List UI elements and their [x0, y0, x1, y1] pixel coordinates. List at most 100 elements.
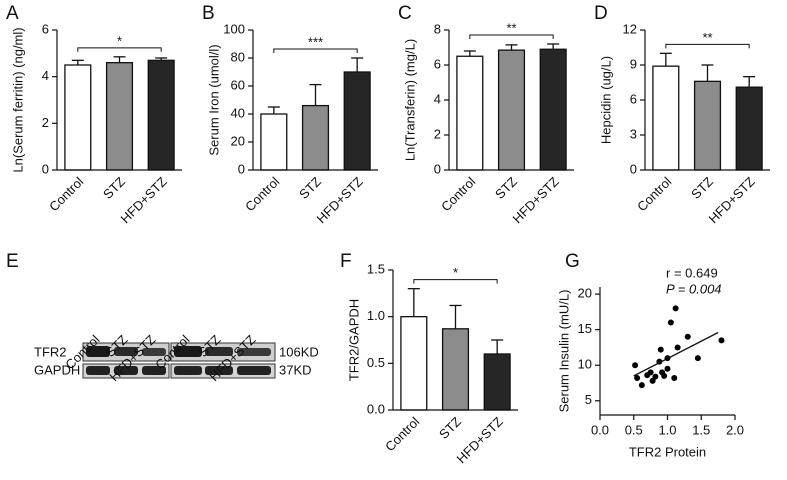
y-axis-label: Ln(Serum ferritin) (ng/ml): [10, 27, 25, 172]
y-tick-label: 0.5: [367, 355, 385, 370]
x-tick-label: STZ: [688, 174, 716, 202]
significance-bracket: [413, 279, 498, 284]
point: [667, 319, 674, 326]
significance-bracket: [77, 47, 162, 52]
y-tick-label: 10: [578, 357, 592, 372]
y-tick-label: 0: [238, 161, 245, 176]
blot-row-size: 37KD: [279, 362, 312, 377]
x-tick-label: Control: [382, 414, 422, 454]
y-tick-label: 4: [42, 68, 49, 83]
panel-label: G: [565, 251, 580, 272]
bar: [539, 48, 567, 171]
bar: [400, 316, 428, 411]
x-tick-label: Control: [242, 174, 282, 214]
point: [657, 346, 664, 353]
significance-label: ***: [308, 34, 323, 49]
significance-label: *: [453, 265, 458, 280]
y-tick-label: 1.5: [367, 261, 385, 276]
x-tick-label: 0.5: [625, 422, 643, 437]
bar: [735, 86, 763, 171]
x-tick-label: 2.0: [726, 422, 744, 437]
significance-label: **: [506, 20, 516, 35]
y-tick-label: 6: [630, 91, 637, 106]
y-tick-label: 2: [434, 126, 441, 141]
y-tick-label: 6: [434, 56, 441, 71]
y-tick-label: 100: [223, 21, 245, 36]
point: [634, 375, 641, 382]
y-tick-label: 0: [630, 161, 637, 176]
point: [649, 377, 656, 384]
point: [718, 337, 725, 344]
y-tick-label: 9: [630, 56, 637, 71]
blot-row-name: GAPDH: [34, 362, 80, 377]
x-tick-label: STZ: [436, 414, 464, 442]
x-tick-label: Control: [634, 174, 674, 214]
y-axis-label: Ln(Transferin) (mg/L): [402, 39, 417, 161]
y-tick-label: 15: [578, 321, 592, 336]
x-tick-label: HFD+STZ: [313, 174, 365, 226]
bar: [64, 64, 92, 171]
y-tick-label: 2: [42, 115, 49, 130]
fit-line: [633, 331, 719, 377]
y-axis-label: Serum Iron (umol/l): [206, 44, 221, 155]
point: [661, 372, 668, 379]
y-tick-label: 4: [434, 91, 441, 106]
point: [671, 375, 678, 382]
y-axis-label: TFR2/GAPDH: [346, 299, 361, 381]
x-tick-label: 1.0: [658, 422, 676, 437]
x-axis-label: TFR2 Protein: [629, 444, 706, 459]
blot-row-name: TFR2: [34, 344, 67, 359]
bar: [456, 55, 484, 171]
x-tick-label: STZ: [296, 174, 324, 202]
y-tick-label: 40: [231, 105, 245, 120]
x-tick-label: Control: [438, 174, 478, 214]
bar: [260, 113, 288, 171]
bar: [301, 104, 330, 171]
significance-bracket: [469, 34, 554, 39]
y-tick-label: 5: [585, 392, 592, 407]
x-tick-label: HFD+STZ: [705, 174, 757, 226]
significance-bracket: [273, 48, 358, 53]
bar: [497, 49, 526, 171]
y-tick-label: 12: [623, 21, 637, 36]
bar: [105, 62, 134, 171]
point: [652, 373, 659, 380]
point: [647, 369, 654, 376]
x-tick-label: 1.5: [692, 422, 710, 437]
bar: [483, 353, 511, 411]
y-tick-label: 0: [434, 161, 441, 176]
point: [656, 358, 663, 365]
y-tick-label: 1.0: [367, 308, 385, 323]
y-tick-label: 20: [578, 286, 592, 301]
panel-label: C: [398, 3, 412, 24]
x-tick-label: 0.0: [591, 422, 609, 437]
significance-label: **: [702, 30, 712, 45]
point: [672, 305, 679, 312]
point: [664, 355, 671, 362]
annotation: r = 0.649: [666, 265, 718, 280]
panel-label: E: [6, 251, 19, 272]
x-tick-label: HFD+STZ: [453, 414, 505, 466]
bar: [652, 65, 680, 171]
y-tick-label: 20: [231, 133, 245, 148]
point: [684, 333, 691, 340]
bar: [693, 80, 722, 171]
y-axis-label: Serum Insulin (mU/L): [556, 290, 571, 413]
y-tick-label: 60: [231, 77, 245, 92]
bar: [343, 71, 371, 171]
y-tick-label: 3: [630, 126, 637, 141]
panel-label: F: [340, 251, 352, 272]
bar: [441, 328, 470, 411]
panel-label: D: [594, 3, 608, 24]
annotation: P = 0.004: [666, 281, 722, 296]
y-tick-label: 8: [434, 21, 441, 36]
point: [694, 355, 701, 362]
x-tick-label: STZ: [492, 174, 520, 202]
point: [664, 365, 671, 372]
x-tick-label: STZ: [100, 174, 128, 202]
panel-label: A: [6, 3, 19, 24]
x-tick-label: HFD+STZ: [117, 174, 169, 226]
y-tick-label: 6: [42, 21, 49, 36]
bar: [147, 59, 175, 171]
